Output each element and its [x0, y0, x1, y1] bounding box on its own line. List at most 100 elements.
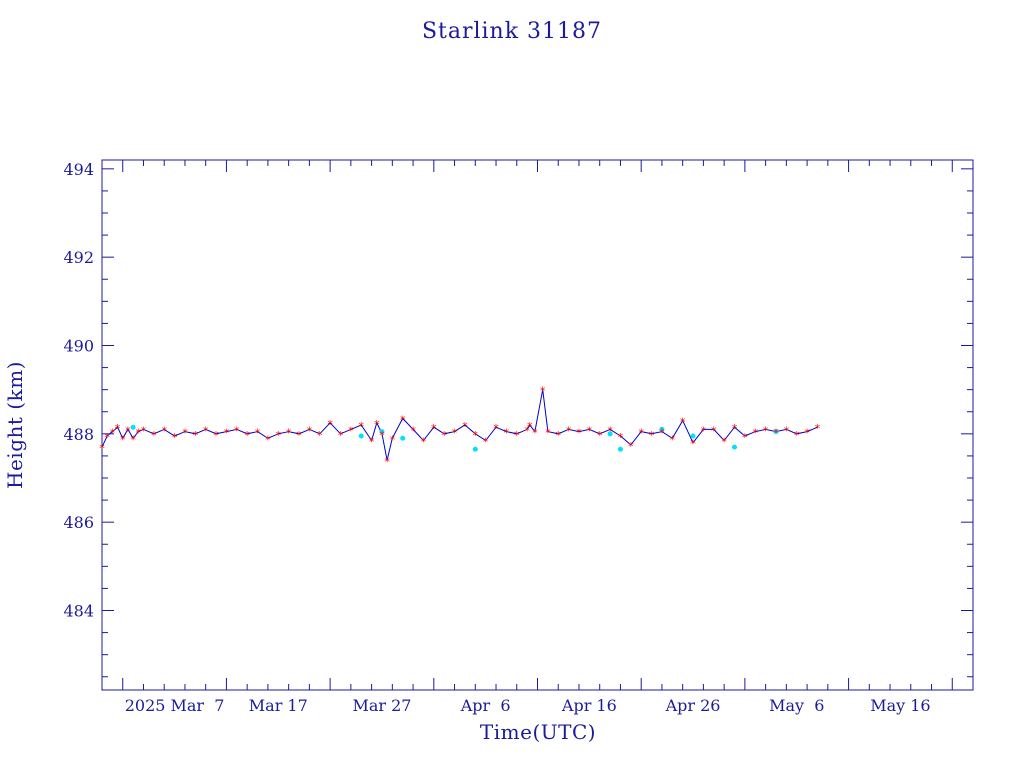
data-point-marker: * — [649, 429, 655, 442]
secondary-data-point — [379, 429, 385, 435]
data-point-marker: * — [493, 422, 499, 435]
x-tick-label: Apr 6 — [460, 696, 511, 715]
data-point-marker: * — [732, 422, 738, 435]
x-tick-label: Apr 16 — [561, 696, 617, 715]
data-point-marker: * — [597, 429, 603, 442]
data-point-marker: * — [172, 431, 178, 444]
x-tick-label: 2025 Mar 7 — [125, 696, 225, 715]
x-tick-label: Apr 26 — [665, 696, 721, 715]
data-point-marker: * — [348, 424, 354, 437]
data-point-marker: * — [587, 424, 593, 437]
height-series-line — [101, 389, 818, 461]
data-point-marker: * — [296, 429, 302, 442]
data-point-marker: * — [607, 424, 613, 437]
data-point-marker: * — [545, 427, 551, 440]
plot-frame — [101, 159, 974, 691]
data-point-marker: * — [125, 424, 131, 437]
data-point-marker: * — [265, 433, 271, 446]
data-point-marker: * — [670, 433, 676, 446]
x-tick-label: Mar 17 — [249, 696, 308, 715]
chart-title: Starlink 31187 — [422, 19, 602, 44]
secondary-data-point — [659, 426, 665, 432]
data-point-marker: * — [742, 431, 748, 444]
data-point-marker: * — [307, 424, 313, 437]
secondary-data-point — [130, 424, 136, 430]
data-point-marker: * — [379, 429, 385, 442]
data-point-marker: * — [763, 424, 769, 437]
data-point-marker: * — [504, 427, 510, 440]
x-axis-label: Time(UTC) — [480, 720, 596, 744]
data-point-marker: * — [462, 420, 468, 433]
data-point-marker: * — [576, 427, 582, 440]
secondary-data-point — [617, 446, 623, 452]
data-point-marker: * — [213, 429, 219, 442]
data-point-marker: * — [369, 435, 375, 448]
data-point-marker: * — [390, 433, 396, 446]
data-point-marker: * — [130, 433, 136, 446]
y-axis-label: Height (km) — [3, 361, 27, 489]
data-point-marker: * — [555, 429, 561, 442]
data-point-marker: * — [384, 455, 390, 468]
y-axis: 484 486 488 490 492 494 — [63, 160, 973, 678]
data-point-marker: * — [141, 424, 147, 437]
data-point-marker: * — [203, 424, 209, 437]
y-tick-label: 486 — [63, 513, 94, 532]
data-point-marker: * — [773, 427, 779, 440]
secondary-data-point — [472, 446, 478, 452]
data-point-marker: * — [794, 429, 800, 442]
secondary-data-point — [690, 433, 696, 439]
data-point-marker: * — [659, 427, 665, 440]
data-point-marker: * — [711, 424, 717, 437]
data-point-marker: * — [473, 429, 479, 442]
secondary-data-point — [400, 435, 406, 441]
data-point-marker: * — [680, 416, 686, 429]
data-point-marker: * — [110, 427, 116, 440]
x-tick-label: May 6 — [769, 696, 824, 715]
x-axis: 2025 Mar 7 Mar 17 Mar 27 Apr 6 Apr 16 Apr 26 M… — [101, 160, 974, 715]
x-tick-label: May 16 — [870, 696, 930, 715]
secondary-data-point — [358, 433, 364, 439]
data-point-marker: * — [524, 424, 530, 437]
data-point-marker: * — [784, 424, 790, 437]
data-point-marker: * — [161, 424, 167, 437]
y-tick-label: 488 — [63, 425, 94, 444]
data-point-marker: * — [815, 422, 821, 435]
data-point-marker: * — [540, 385, 546, 398]
data-point-marker: * — [804, 427, 810, 440]
data-point-marker: * — [721, 435, 727, 448]
data-point-marker: * — [374, 418, 380, 431]
data-point-marker: * — [104, 431, 110, 444]
data-point-marker: * — [151, 429, 157, 442]
data-point-marker: * — [115, 422, 121, 435]
secondary-data-point — [732, 444, 738, 450]
plot-series: * * * * * * * * * * * * * * * * * * * * * * * * * * * * * * * * * * * * * * * *… — [99, 385, 820, 469]
data-point-marker: * — [701, 424, 707, 437]
data-point-marker: * — [483, 435, 489, 448]
data-point-marker: * — [441, 429, 447, 442]
x-tick-label: Mar 27 — [352, 696, 411, 715]
y-tick-label: 490 — [63, 337, 94, 356]
data-point-marker: * — [410, 424, 416, 437]
data-point-marker: * — [244, 429, 250, 442]
data-point-marker: * — [136, 427, 142, 440]
data-point-marker: * — [224, 427, 230, 440]
data-point-marker: * — [358, 420, 364, 433]
data-point-marker: * — [690, 438, 696, 451]
y-tick-label: 492 — [63, 248, 94, 267]
data-point-marker: * — [317, 429, 323, 442]
data-point-marker: * — [628, 440, 634, 453]
data-point-marker: * — [182, 427, 188, 440]
data-point-marker: * — [327, 418, 333, 431]
data-point-marker: * — [514, 429, 520, 442]
data-point-marker: * — [618, 431, 624, 444]
data-point-marker: * — [338, 429, 344, 442]
data-point-marker: * — [286, 427, 292, 440]
data-point-marker: * — [193, 429, 199, 442]
data-point-marker: * — [638, 427, 644, 440]
y-tick-label: 484 — [63, 602, 94, 621]
data-point-marker: * — [120, 433, 126, 446]
data-point-marker: * — [421, 435, 427, 448]
secondary-data-point — [773, 429, 779, 435]
data-point-marker: * — [276, 429, 282, 442]
